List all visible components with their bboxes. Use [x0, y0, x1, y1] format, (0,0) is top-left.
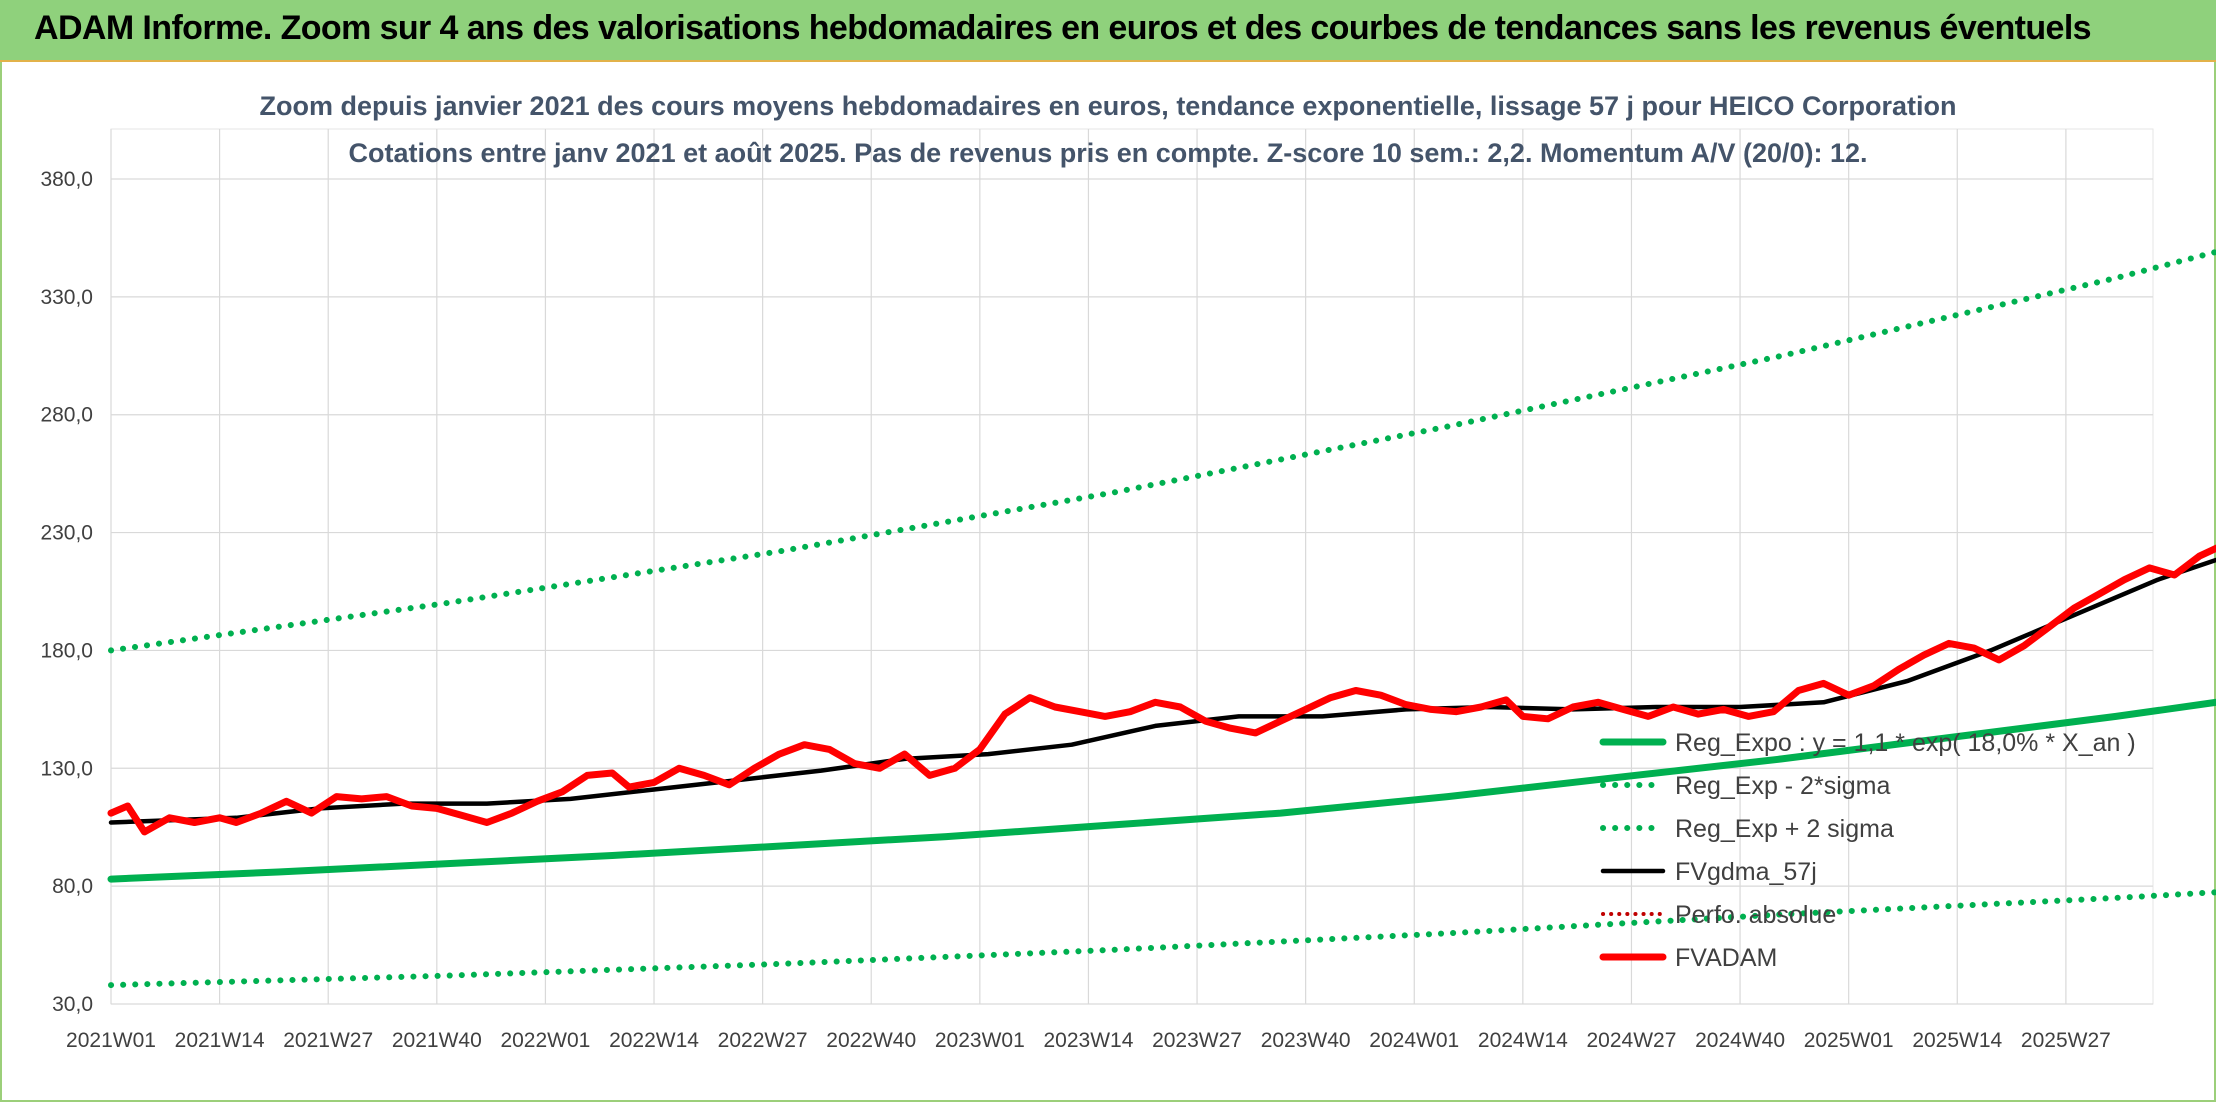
chart-title: Zoom depuis janvier 2021 des cours moyen… — [260, 91, 1957, 168]
x-tick-label: 2022W27 — [718, 1029, 808, 1052]
x-tick-label: 2024W27 — [1587, 1029, 1677, 1052]
legend-label-3: FVgdma_57j — [1675, 858, 1817, 886]
x-tick-label: 2025W01 — [1804, 1029, 1894, 1052]
y-tick-label: 380,0 — [40, 168, 93, 191]
x-tick-label: 2021W27 — [283, 1029, 373, 1052]
x-tick-label: 2024W40 — [1695, 1029, 1785, 1052]
legend-label-1: Reg_Exp - 2*sigma — [1675, 772, 1890, 800]
y-tick-label: 330,0 — [40, 286, 93, 309]
y-tick-label: 230,0 — [40, 522, 93, 545]
x-tick-label: 2024W14 — [1478, 1029, 1568, 1052]
series-lines — [107, 248, 2216, 989]
y-tick-label: 180,0 — [40, 639, 93, 662]
series-line-2 — [108, 248, 2216, 654]
x-tick-label: 2025W27 — [2021, 1029, 2111, 1052]
chart-title-line-1: Zoom depuis janvier 2021 des cours moyen… — [260, 91, 1957, 121]
series-line-5 — [107, 544, 2216, 836]
gridlines — [110, 128, 2154, 1005]
x-tick-label: 2024W01 — [1369, 1029, 1459, 1052]
series-line-3 — [108, 557, 2216, 825]
legend-label-2: Reg_Exp + 2 sigma — [1675, 815, 1894, 843]
y-tick-label: 30,0 — [52, 993, 93, 1016]
x-tick-label: 2022W40 — [826, 1029, 916, 1052]
x-tick-label: 2021W01 — [66, 1029, 156, 1052]
x-axis-ticks: 2021W01 2021W14 2021W27 2021W40 2022W01 2022W… — [66, 1029, 2111, 1052]
x-tick-label: 2022W01 — [500, 1029, 590, 1052]
x-tick-label: 2023W27 — [1152, 1029, 1242, 1052]
x-tick-label: 2022W14 — [609, 1029, 699, 1052]
legend-label-5: FVADAM — [1675, 944, 1777, 972]
y-tick-label: 130,0 — [40, 757, 93, 780]
report-title: ADAM Informe. Zoom sur 4 ans des valoris… — [34, 9, 2092, 47]
chart-title-line-2: Cotations entre janv 2021 et août 2025. … — [348, 138, 1867, 168]
x-tick-label: 2023W01 — [935, 1029, 1025, 1052]
series-line-0 — [107, 698, 2216, 883]
legend-label-0: Reg_Expo : y = 1,1 * exp( 18,0% * X_an ) — [1675, 729, 2136, 757]
x-tick-label: 2021W14 — [175, 1029, 265, 1052]
trend-chart: Zoom depuis janvier 2021 des cours moyen… — [40, 91, 2216, 1052]
y-tick-label: 280,0 — [40, 404, 93, 427]
plot-area — [110, 128, 2154, 1005]
y-axis-ticks: 30,0 80,0 130,0 180,0 230,0 280,0 330,0 380,0 — [40, 168, 93, 1016]
report-banner: ADAM Informe. Zoom sur 4 ans des valoris… — [0, 0, 2216, 62]
x-tick-label: 2021W40 — [392, 1029, 482, 1052]
y-tick-label: 80,0 — [52, 875, 93, 898]
series-line-1 — [108, 889, 2216, 989]
x-tick-label: 2025W14 — [1912, 1029, 2002, 1052]
x-tick-label: 2023W40 — [1261, 1029, 1351, 1052]
x-tick-label: 2023W14 — [1043, 1029, 1133, 1052]
legend-label-4: Perfo. absolue — [1675, 901, 1836, 929]
legend: Reg_Expo : y = 1,1 * exp( 18,0% * X_an )… — [1599, 729, 2136, 972]
